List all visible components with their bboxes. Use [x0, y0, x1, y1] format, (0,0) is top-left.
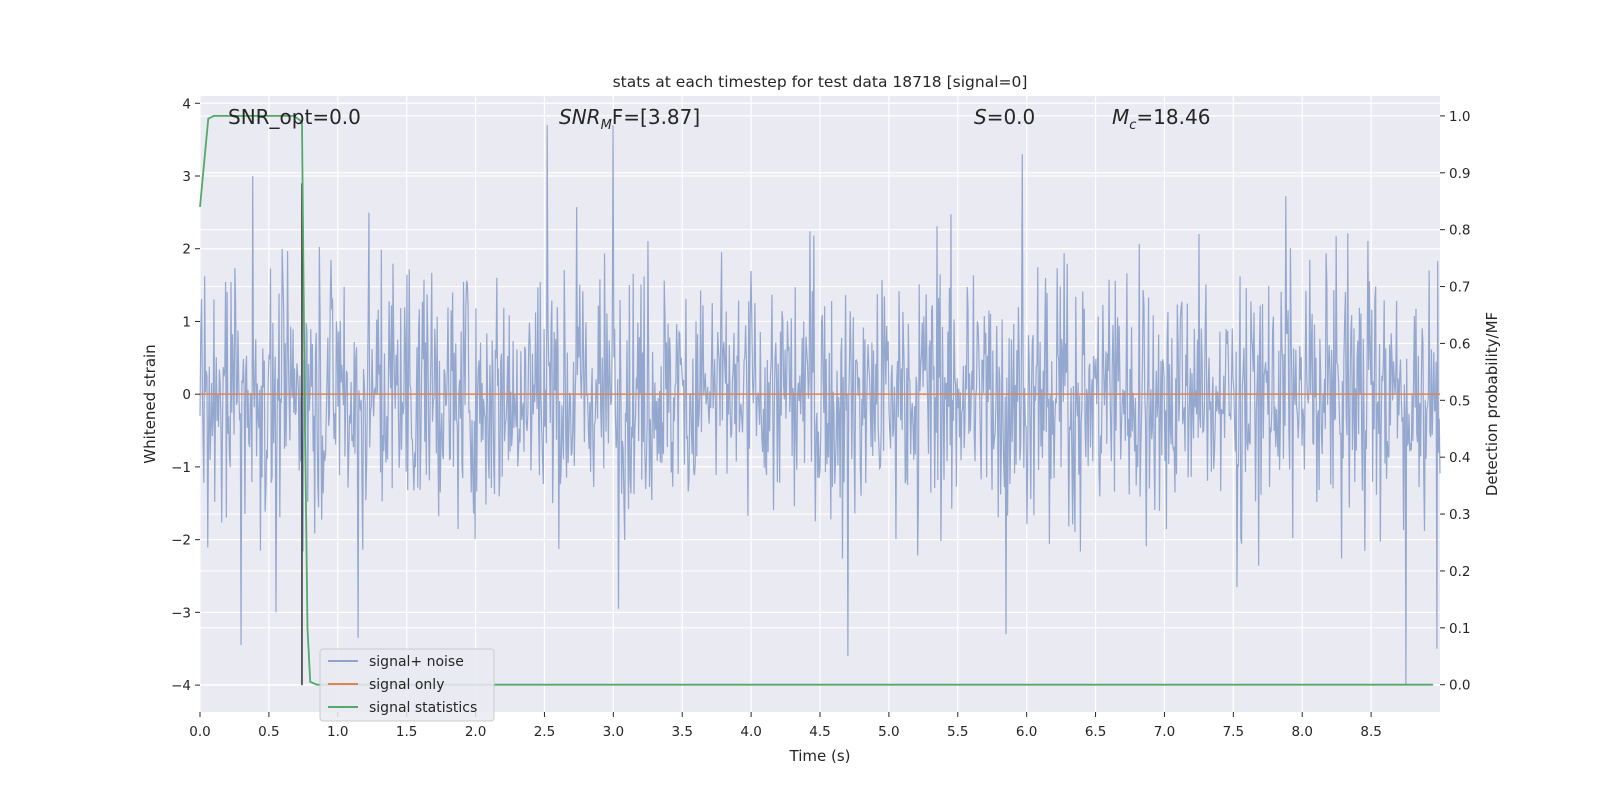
- y-right-tick-label: 0.9: [1449, 166, 1470, 182]
- y-axis-left-label: Whitened strain: [141, 344, 159, 463]
- chart-title: stats at each timestep for test data 187…: [613, 73, 1028, 91]
- annotation-snr-mf-base: SNR: [559, 105, 601, 129]
- series-signal-noise: [199, 125, 1441, 686]
- x-tick-label: 5.0: [878, 724, 899, 740]
- y-axis-right-label: Detection probability/MF: [1483, 312, 1501, 496]
- annotation-s: S=0.0: [974, 105, 1035, 129]
- x-tick-label: 4.0: [740, 724, 761, 740]
- y-right-tick-label: 0.8: [1449, 223, 1470, 239]
- y-left-tick-label: −1: [171, 460, 191, 476]
- x-tick-label: 1.5: [396, 724, 417, 740]
- legend-box: [319, 648, 495, 722]
- x-axis-label: Time (s): [789, 747, 851, 765]
- series-signal-statistics: [199, 115, 1434, 686]
- annotation-snr-mf-sub: M: [601, 118, 612, 133]
- plot-area: [199, 115, 1441, 686]
- y-left-tick-label: 0: [182, 387, 191, 403]
- x-tick-label: 2.0: [465, 724, 486, 740]
- x-tick-label: 3.5: [671, 724, 692, 740]
- y-right-tick-label: 0.5: [1449, 393, 1470, 409]
- annotation-s-rest: =0.0: [987, 105, 1036, 129]
- y-axis-left-ticks: 4 3 2 1 0 −1 −2 −3 −4: [171, 96, 200, 694]
- x-tick-label: 7.0: [1154, 724, 1175, 740]
- x-tick-label: 0.5: [258, 724, 279, 740]
- y-left-tick-label: 3: [182, 169, 191, 185]
- y-left-tick-label: 1: [182, 314, 191, 330]
- x-axis-ticks: 0.0 0.5 1.0 1.5 2.0 2.5 3.0 3.5 4.0 4.5 5.0 5.5 6.0 6…: [189, 712, 1382, 740]
- legend-label-signal-noise: signal+ noise: [369, 654, 464, 670]
- y-right-tick-label: 0.6: [1449, 336, 1470, 352]
- annotation-mc-rest: =18.46: [1136, 105, 1210, 129]
- y-left-tick-label: −4: [171, 678, 191, 694]
- annotation-mc: Mc=18.46: [1112, 105, 1210, 133]
- y-right-tick-label: 0.1: [1449, 621, 1470, 637]
- y-axis-right-ticks: 1.0 0.9 0.8 0.7 0.6 0.5 0.4 0.3 0.2 0.1 0.0: [1440, 109, 1470, 694]
- x-tick-label: 7.5: [1223, 724, 1244, 740]
- annotation-snr-opt: SNR_opt=0.0: [228, 105, 361, 129]
- annotation-mc-sub: c: [1129, 118, 1136, 133]
- x-tick-label: 4.5: [809, 724, 830, 740]
- legend: signal+ noise signal only signal statist…: [319, 648, 495, 722]
- x-tick-label: 8.5: [1360, 724, 1381, 740]
- y-right-tick-label: 1.0: [1449, 109, 1470, 125]
- x-tick-label: 2.5: [534, 724, 555, 740]
- y-left-tick-label: −2: [171, 533, 191, 549]
- y-left-tick-label: 4: [182, 96, 191, 112]
- legend-label-signal-statistics: signal statistics: [369, 700, 477, 716]
- x-tick-label: 1.0: [327, 724, 348, 740]
- y-right-tick-label: 0.0: [1449, 678, 1470, 694]
- annotation-snr-mf-rest: F=[3.87]: [612, 105, 700, 129]
- x-tick-label: 5.5: [947, 724, 968, 740]
- y-right-tick-label: 0.4: [1449, 450, 1470, 466]
- annotation-mc-base: M: [1112, 105, 1129, 129]
- annotation-s-label: S: [974, 105, 987, 129]
- grid: [199, 96, 1440, 712]
- x-tick-label: 3.0: [603, 724, 624, 740]
- x-tick-label: 6.0: [1016, 724, 1037, 740]
- y-right-tick-label: 0.3: [1449, 507, 1470, 523]
- annotation-snr-mf: SNRMF=[3.87]: [559, 105, 700, 133]
- x-tick-label: 8.0: [1291, 724, 1312, 740]
- y-left-tick-label: −3: [171, 605, 191, 621]
- x-tick-label: 0.0: [189, 724, 210, 740]
- y-right-tick-label: 0.2: [1449, 564, 1470, 580]
- y-left-tick-label: 2: [182, 242, 191, 258]
- y-right-tick-label: 0.7: [1449, 280, 1470, 296]
- x-tick-label: 6.5: [1085, 724, 1106, 740]
- legend-label-signal-only: signal only: [369, 677, 444, 693]
